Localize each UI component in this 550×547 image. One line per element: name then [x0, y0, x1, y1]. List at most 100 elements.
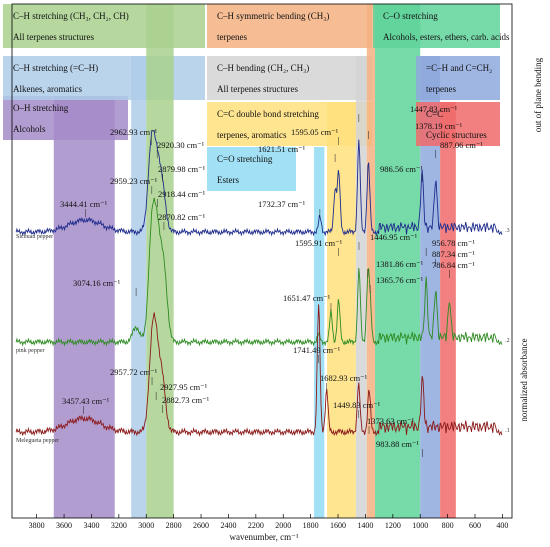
series-name: Sichuan pepper: [16, 234, 53, 240]
band-subtitle: Alcohols: [13, 124, 46, 134]
band-title: C=C: [426, 109, 443, 119]
peak-label: 2879.98 cm⁻¹: [158, 164, 206, 174]
side-label-oop: out of plane bending: [533, 57, 543, 132]
peak-label: 2870.82 cm⁻¹: [158, 212, 206, 222]
x-tick-label: 2800: [166, 521, 182, 530]
peak-label: 1378.19 cm⁻¹: [415, 121, 463, 131]
peak-label: 1595.05 cm⁻¹: [291, 127, 339, 137]
band-strip: [327, 102, 356, 518]
band-title: C–H stretching (CH₃, CH₂, CH): [13, 11, 129, 21]
x-tick-label: 2200: [248, 521, 264, 530]
band-header: [373, 4, 500, 48]
peak-label: 983.88 cm⁻¹: [376, 439, 419, 449]
peak-label: 3457.43 cm⁻¹: [62, 396, 110, 406]
x-tick-label: 3400: [83, 521, 99, 530]
series-offset-label: .3: [505, 228, 510, 234]
x-tick-label: 600: [469, 521, 481, 530]
band-subtitle: Alcohols, esters, ethers, carb. acids: [383, 32, 510, 42]
band-header: [416, 56, 500, 100]
band-subtitle: All terpenes structures: [217, 84, 298, 94]
peak-label: 1682.93 cm⁻¹: [320, 373, 368, 383]
band-title: O–H stretching: [13, 103, 69, 113]
series-layer: [15, 129, 503, 437]
series-name: pink pepper: [16, 348, 45, 354]
band-title: C–H bending (CH₂, CH₃): [217, 63, 309, 73]
peak-label: 2957.72 cm⁻¹: [110, 367, 158, 377]
peak-label: 1741.49 cm⁻¹: [293, 345, 341, 355]
x-axis-label: wavenumber, cm⁻¹: [229, 532, 298, 542]
band-subtitle: terpenes: [426, 84, 456, 94]
series-name: Melegueta pepper: [16, 438, 59, 444]
band-strip: [420, 56, 441, 518]
band-subtitle: terpenes, aromatics: [217, 130, 287, 140]
x-tick-label: 3200: [111, 521, 127, 530]
band-label-layer: O–H stretching Alcohols C–H stretching (=C…: [13, 11, 510, 185]
x-tick-label: 400: [496, 521, 508, 530]
peak-label: 1449.83 cm⁻¹: [333, 400, 381, 410]
peak-label: 2959.23 cm⁻¹: [110, 176, 158, 186]
band-header: [3, 96, 128, 140]
peak-label-layer: Sichuan pepper .3 3444.41 cm⁻¹ 2962.93 cm⁻¹…: [16, 104, 510, 457]
spectrum-line: [15, 304, 503, 437]
x-tick-label: 2000: [275, 521, 291, 530]
series-offset-label: .1: [505, 428, 510, 434]
x-tick-label: 2400: [220, 521, 236, 530]
x-axis: 3800 3600 3400 3200 3000 2800 2600 2400 2200 2000…: [29, 514, 508, 530]
x-tick-label: 3000: [138, 521, 154, 530]
band-subtitle: terpenes: [217, 32, 247, 42]
band-header: [207, 56, 372, 100]
x-tick-label: 3800: [29, 521, 45, 530]
x-tick-label: 1400: [357, 521, 373, 530]
band-header: [207, 102, 372, 146]
band-subtitle: All terpenes structures: [13, 32, 94, 42]
peak-label: 1595.91 cm⁻¹: [295, 238, 343, 248]
band-strip: [366, 4, 376, 518]
band-strip: [53, 96, 115, 518]
x-tick-label: 1200: [385, 521, 401, 530]
peak-label: 1621.51 cm⁻¹: [258, 144, 306, 154]
peak-label: 887.06 cm⁻¹: [440, 140, 483, 150]
plot-frame: [11, 3, 513, 519]
peak-label: 1651.47 cm⁻¹: [283, 293, 331, 303]
peak-label: 3444.41 cm⁻¹: [60, 199, 108, 209]
band-title: C=O stretching: [217, 154, 273, 164]
band-strip: [375, 4, 421, 518]
band-subtitle: Esters: [217, 175, 239, 185]
band-layer: [3, 4, 500, 518]
peak-label: 2918.44 cm⁻¹: [158, 189, 206, 199]
peak-label: 1381.86 cm⁻¹: [376, 259, 424, 269]
x-tick-label: 3600: [56, 521, 72, 530]
band-title: C–H symmetric bending (CH₃): [217, 11, 329, 21]
peak-label: 786.84 cm⁻¹: [432, 260, 475, 270]
y-axis-label: normalized absorbance: [519, 338, 529, 421]
spectrum-line: [15, 129, 503, 237]
x-tick-label: 2600: [193, 521, 209, 530]
x-tick-label: 1600: [330, 521, 346, 530]
band-strip: [131, 56, 147, 518]
band-strip: [146, 4, 174, 518]
band-subtitle: Alkenes, aromatics: [13, 84, 82, 94]
x-tick-label: 800: [442, 521, 454, 530]
peak-label: 1365.76 cm⁻¹: [376, 275, 424, 285]
peak-label: 3074.16 cm⁻¹: [73, 278, 121, 288]
peak-label: 887.34 cm⁻¹: [432, 249, 475, 259]
band-header: [207, 147, 296, 191]
series-offset-label: .2: [505, 338, 510, 344]
band-title: C=C double bond stretching: [217, 109, 319, 119]
peak-label: 1732.37 cm⁻¹: [258, 199, 306, 209]
band-header: [3, 4, 205, 48]
band-header: [416, 102, 500, 146]
peak-label: 1373.63 cm⁻¹: [367, 416, 415, 426]
peak-label: 986.56 cm⁻¹: [380, 164, 423, 174]
band-subtitle: Cyclic structures: [426, 130, 487, 140]
plot-border: [11, 3, 513, 519]
band-header: [207, 4, 372, 48]
spectrum-line: [15, 197, 503, 347]
peak-label: 1447.83 cm⁻¹: [410, 104, 458, 114]
peak-label: 956.78 cm⁻¹: [432, 238, 475, 248]
band-title: C–H stretching (=C–H): [13, 63, 98, 73]
peak-label: 2927.95 cm⁻¹: [160, 382, 208, 392]
band-title: C–O stretching: [383, 11, 438, 21]
band-title: =C–H and C=CH₂: [426, 63, 492, 73]
